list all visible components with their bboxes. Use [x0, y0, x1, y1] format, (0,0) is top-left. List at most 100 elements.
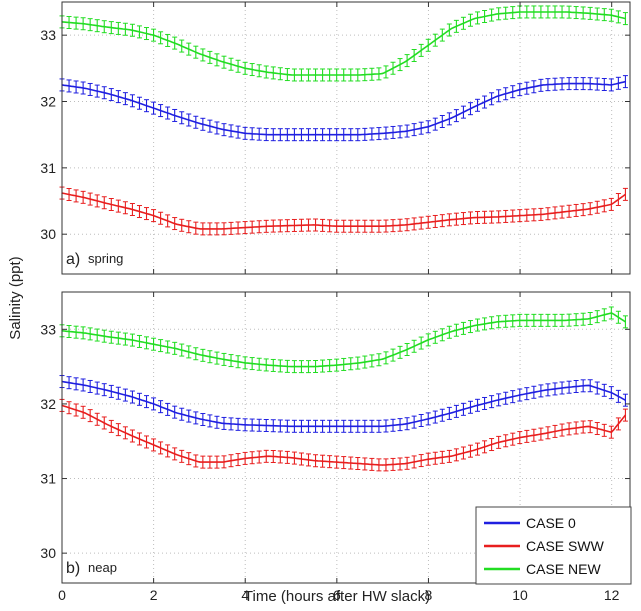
series-line: [61, 380, 626, 428]
data-point: [588, 83, 590, 85]
data-point: [130, 339, 132, 341]
data-point: [404, 224, 407, 226]
series-case-0: [59, 75, 628, 142]
data-point: [267, 455, 269, 457]
data-point: [221, 128, 223, 130]
series-case-sww: [59, 398, 628, 472]
data-point: [267, 424, 269, 427]
data-point: [313, 460, 315, 462]
data-point: [382, 132, 384, 134]
data-point: [359, 463, 361, 465]
data-point: [542, 433, 544, 435]
y-tick-label: 33: [40, 27, 56, 43]
data-point: [244, 424, 246, 426]
data-point: [175, 454, 178, 456]
data-point: [450, 27, 452, 30]
data-point: [624, 399, 627, 401]
y-axis-label: Salinity (ppt): [7, 256, 24, 339]
data-point: [336, 74, 338, 76]
data-point: [107, 389, 109, 392]
data-point: [107, 92, 109, 95]
data-point: [130, 29, 132, 31]
y-tick-label: 32: [40, 396, 56, 412]
data-point: [221, 61, 223, 63]
data-point: [221, 358, 223, 360]
legend-label-case-sww: CASE SWW: [526, 538, 605, 554]
data-point: [84, 87, 86, 89]
data-point: [382, 464, 384, 466]
data-point: [611, 84, 613, 86]
data-point: [84, 332, 86, 334]
data-point: [624, 321, 627, 323]
y-tick-label: 30: [40, 545, 56, 561]
data-point: [588, 384, 590, 386]
x-tick-label: 2: [150, 587, 158, 603]
data-point: [588, 318, 590, 320]
data-point: [359, 425, 361, 427]
data-point: [450, 455, 452, 457]
y-tick-label: 32: [40, 94, 56, 110]
x-tick-label: 12: [604, 587, 620, 603]
data-point: [290, 134, 292, 136]
data-point: [359, 362, 361, 364]
data-point: [404, 130, 407, 132]
data-point: [198, 461, 201, 463]
panel-a-label: a): [66, 251, 80, 268]
y-tick-label: 33: [40, 321, 56, 337]
data-point: [153, 343, 155, 345]
data-point: [267, 134, 269, 136]
series-line: [61, 80, 626, 136]
y-tick-label: 31: [40, 471, 56, 487]
series-line: [61, 192, 626, 230]
data-point: [84, 412, 86, 414]
data-point: [107, 203, 109, 205]
data-point: [611, 392, 613, 394]
data-point: [84, 384, 86, 386]
data-point: [313, 74, 315, 76]
series-line: [61, 312, 626, 368]
data-point: [588, 12, 590, 14]
series-line: [61, 404, 627, 466]
data-point: [221, 422, 223, 424]
data-point: [427, 339, 430, 341]
data-point: [290, 425, 292, 427]
data-point: [359, 134, 361, 136]
data-point: [565, 11, 567, 13]
data-point: [290, 366, 292, 368]
data-point: [153, 444, 155, 446]
data-point: [359, 74, 361, 76]
data-point: [244, 457, 246, 459]
data-point: [267, 225, 269, 227]
data-point: [427, 44, 430, 46]
data-point: [519, 11, 521, 13]
data-point: [175, 223, 178, 225]
data-point: [130, 434, 132, 436]
data-point: [198, 53, 201, 55]
panel-a-plot-area: [62, 2, 630, 274]
data-point: [267, 71, 269, 73]
data-point: [519, 215, 521, 217]
data-point: [382, 358, 384, 360]
series-line: [61, 11, 626, 76]
panel-b-label: b): [66, 560, 80, 577]
data-point: [198, 418, 201, 420]
series-case-sww: [59, 186, 628, 236]
data-point: [542, 84, 544, 86]
data-point: [153, 107, 155, 109]
data-point: [496, 95, 498, 97]
data-point: [153, 403, 155, 405]
data-point: [107, 26, 109, 28]
data-point: [496, 216, 498, 218]
data-point: [404, 349, 407, 351]
data-point: [588, 208, 590, 210]
panel-a-note: spring: [88, 251, 123, 266]
data-point: [450, 117, 452, 119]
data-point: [175, 115, 178, 117]
data-point: [519, 88, 521, 91]
panel-a-frame: [61, 1, 631, 275]
data-point: [290, 224, 292, 227]
x-axis-label: Time (hours after HW slack): [244, 588, 430, 605]
data-point: [519, 394, 521, 396]
data-point: [84, 23, 86, 25]
